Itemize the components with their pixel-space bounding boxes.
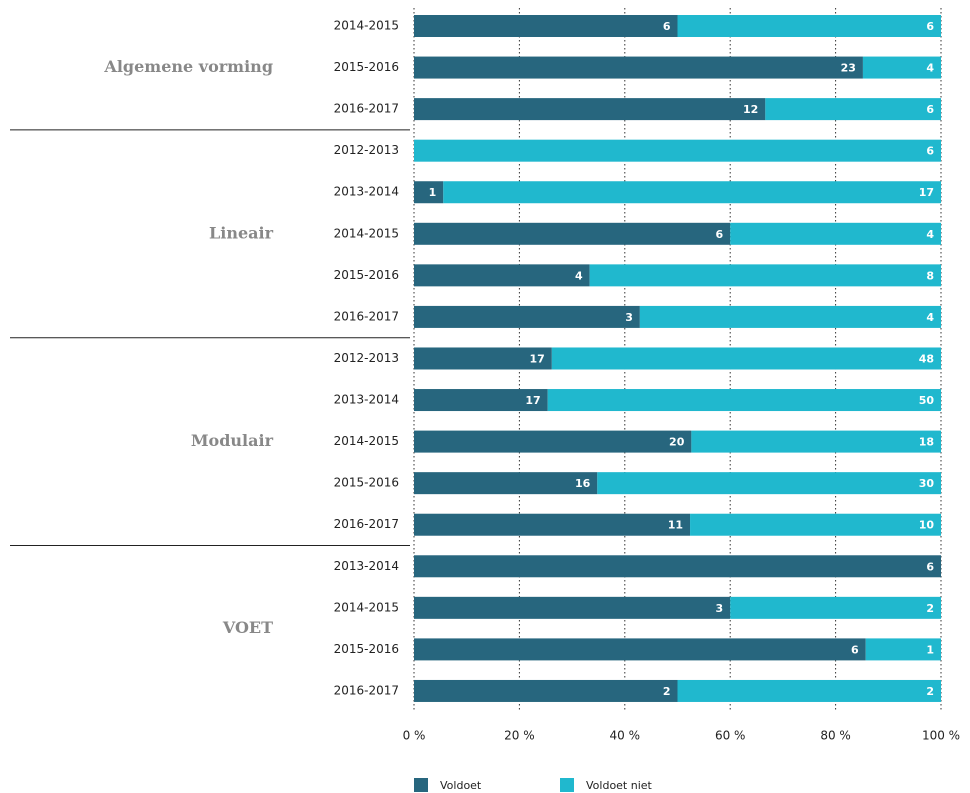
x-tick-label: 100 % xyxy=(922,729,960,743)
value-label: 30 xyxy=(919,477,935,490)
value-label: 17 xyxy=(530,352,545,365)
value-label: 6 xyxy=(926,103,934,116)
value-label: 11 xyxy=(668,519,683,532)
bar-segment xyxy=(414,472,598,495)
x-tick-label: 20 % xyxy=(504,729,535,743)
value-label: 23 xyxy=(841,62,856,75)
bar-segment xyxy=(597,472,941,495)
bar-segment xyxy=(730,596,941,619)
value-label: 50 xyxy=(919,394,935,407)
bar-segment xyxy=(414,555,941,578)
y-tick-label: 2015-2016 xyxy=(334,476,399,490)
x-tick-label: 40 % xyxy=(610,729,641,743)
bar-segment xyxy=(414,430,692,453)
legend-label: Voldoet niet xyxy=(586,779,653,792)
value-label: 6 xyxy=(851,643,859,656)
x-tick-label: 80 % xyxy=(820,729,851,743)
legend-label: Voldoet xyxy=(440,779,482,792)
group-label: Algemene vorming xyxy=(103,57,273,76)
y-tick-label: 2013-2014 xyxy=(334,185,399,199)
bar-segment xyxy=(414,98,766,121)
bar-segment xyxy=(551,347,941,370)
bar-segment xyxy=(414,347,552,370)
bar-segment xyxy=(414,638,866,661)
bar-segment xyxy=(690,513,941,536)
value-label: 1 xyxy=(429,186,437,199)
value-label: 48 xyxy=(919,352,934,365)
value-label: 2 xyxy=(926,685,934,698)
group-label: Modulair xyxy=(191,431,274,450)
value-label: 6 xyxy=(926,145,934,158)
y-tick-label: 2014-2015 xyxy=(334,434,399,448)
y-tick-label: 2016-2017 xyxy=(334,517,399,531)
bar-segment xyxy=(639,305,941,328)
value-label: 18 xyxy=(919,436,934,449)
y-tick-label: 2012-2013 xyxy=(334,143,399,157)
legend-swatch xyxy=(560,778,574,792)
bar-segment xyxy=(677,679,941,702)
bar-segment xyxy=(765,98,941,121)
group-label: VOET xyxy=(222,618,273,637)
bar-segment xyxy=(547,389,941,412)
y-tick-label: 2013-2014 xyxy=(334,559,399,573)
bar-segment xyxy=(414,15,678,37)
value-label: 3 xyxy=(716,602,724,615)
bar-segment xyxy=(414,389,548,412)
legend-swatch xyxy=(414,778,428,792)
value-label: 4 xyxy=(926,311,934,324)
value-label: 4 xyxy=(926,62,934,75)
value-label: 1 xyxy=(926,643,934,656)
y-tick-label: 2015-2016 xyxy=(334,60,399,74)
y-tick-label: 2014-2015 xyxy=(334,19,399,33)
value-label: 6 xyxy=(926,560,934,573)
y-tick-label: 2015-2016 xyxy=(334,268,399,282)
y-tick-label: 2016-2017 xyxy=(334,683,399,697)
bar-segment xyxy=(443,181,941,204)
value-label: 3 xyxy=(625,311,633,324)
value-label: 10 xyxy=(919,519,935,532)
bar-segment xyxy=(677,15,941,37)
bar-segment xyxy=(691,430,941,453)
value-label: 4 xyxy=(575,269,583,282)
bar-segment xyxy=(414,596,731,619)
value-label: 8 xyxy=(926,269,934,282)
bar-segment xyxy=(589,264,941,287)
bar-segment xyxy=(414,264,590,287)
bar-segment xyxy=(414,56,863,79)
x-tick-label: 60 % xyxy=(715,729,746,743)
y-tick-label: 2014-2015 xyxy=(334,226,399,240)
value-label: 6 xyxy=(926,20,934,33)
value-label: 6 xyxy=(716,228,724,241)
bar-segment xyxy=(414,139,941,162)
bar-segment xyxy=(414,222,731,245)
value-label: 4 xyxy=(926,228,934,241)
bar-segment xyxy=(730,222,941,245)
bar-segment xyxy=(865,638,941,661)
value-label: 20 xyxy=(669,436,685,449)
y-tick-label: 2016-2017 xyxy=(334,309,399,323)
value-label: 17 xyxy=(919,186,934,199)
value-label: 2 xyxy=(926,602,934,615)
bar-segment xyxy=(862,56,941,79)
bar-segment xyxy=(414,305,640,328)
x-tick-label: 0 % xyxy=(403,729,426,743)
y-tick-label: 2013-2014 xyxy=(334,393,399,407)
y-tick-label: 2014-2015 xyxy=(334,600,399,614)
value-label: 16 xyxy=(575,477,591,490)
group-label: Lineair xyxy=(209,223,274,242)
bar-segment xyxy=(414,513,691,536)
bar-segment xyxy=(414,679,678,702)
value-label: 17 xyxy=(525,394,540,407)
y-tick-label: 2016-2017 xyxy=(334,102,399,116)
value-label: 6 xyxy=(663,20,671,33)
value-label: 12 xyxy=(743,103,758,116)
y-tick-label: 2012-2013 xyxy=(334,351,399,365)
bar-segment xyxy=(414,181,444,204)
value-label: 2 xyxy=(663,685,671,698)
y-tick-label: 2015-2016 xyxy=(334,642,399,656)
